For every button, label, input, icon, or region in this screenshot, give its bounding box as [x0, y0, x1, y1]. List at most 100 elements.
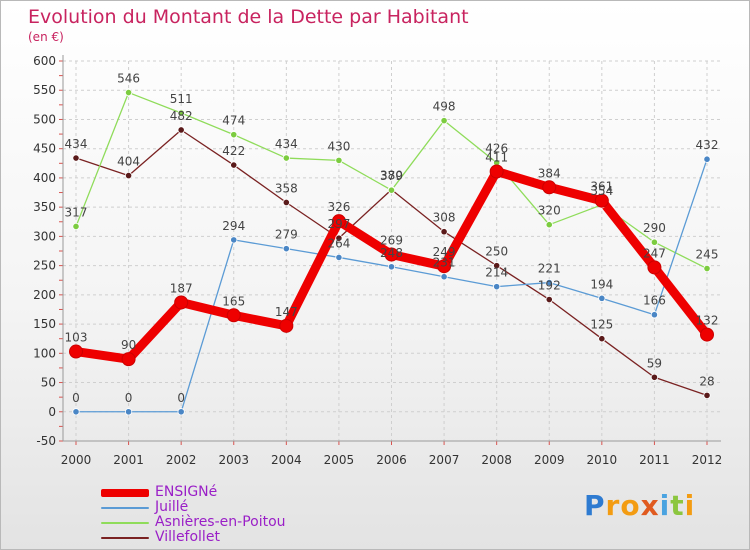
series-point-2 [387, 186, 396, 194]
logo-letter: o [620, 489, 641, 522]
data-label: 361 [590, 180, 613, 194]
legend-label: Villefollet [155, 529, 220, 545]
data-label: 430 [327, 139, 350, 153]
series-point-3 [282, 198, 290, 207]
data-label: 90 [121, 338, 136, 352]
data-label: 358 [275, 181, 298, 195]
data-label: 511 [170, 92, 193, 106]
series-point-0 [279, 318, 294, 333]
logo-letter: i [659, 489, 671, 522]
data-label: 187 [170, 281, 193, 295]
series-point-0 [437, 259, 452, 274]
x-tick-label: 2010 [587, 453, 618, 467]
data-label: 132 [696, 314, 719, 328]
legend-item-ensigne[interactable]: ENSIGNé [101, 485, 286, 500]
y-tick-label: 550 [33, 83, 56, 97]
series-point-1 [703, 155, 711, 163]
data-label: 250 [485, 245, 508, 259]
grid [63, 60, 721, 442]
x-tick-label: 2003 [218, 453, 249, 467]
data-label: 247 [643, 246, 666, 260]
series-point-1 [282, 245, 290, 253]
data-label: 434 [275, 137, 298, 151]
data-label: 290 [643, 221, 666, 235]
x-tick-label: 2001 [113, 453, 144, 467]
legend-swatch [101, 488, 149, 497]
series-point-2 [72, 222, 80, 231]
series-point-2 [282, 154, 290, 162]
data-labels: 103 90 187 165 147 326 269 249 411 384 361 247 132 0 0… [65, 72, 719, 405]
data-label: 0 [125, 391, 133, 405]
x-tick-label: 2009 [534, 453, 565, 467]
data-label: 214 [485, 266, 508, 280]
y-tick-label: 200 [33, 288, 56, 302]
series-point-1 [177, 408, 185, 416]
x-tick-label: 2008 [481, 453, 512, 467]
data-label: 432 [696, 138, 719, 152]
data-label: 166 [643, 294, 666, 308]
series-point-0 [226, 308, 241, 323]
series-point-3 [440, 228, 448, 236]
legend-item-asnieres[interactable]: Asnières-en-Poitou [101, 515, 286, 530]
y-tick-label: 0 [48, 405, 56, 419]
series-point-3 [230, 161, 238, 169]
x-tick-label: 2000 [61, 453, 92, 467]
series-point-3 [72, 154, 80, 162]
series-point-3 [650, 373, 659, 381]
series-point-0 [542, 180, 557, 195]
data-label: 147 [275, 305, 298, 319]
data-label: 474 [222, 114, 245, 128]
x-tick-label: 2005 [324, 453, 355, 467]
data-label: 404 [117, 155, 140, 169]
data-label: 103 [65, 331, 88, 345]
x-tick-label: 2012 [692, 453, 723, 467]
legend: ENSIGNé Juillé Asnières-en-Poitou Villef… [101, 485, 286, 545]
y-tick-label: 500 [33, 112, 56, 126]
y-tick-label: 300 [33, 229, 56, 243]
x-tick-label: 2007 [429, 453, 460, 467]
data-label: 269 [380, 234, 403, 248]
series-point-3 [598, 335, 606, 343]
data-label: 28 [699, 374, 714, 388]
series-point-2 [230, 131, 238, 139]
legend-item-villefollet[interactable]: Villefollet [101, 530, 286, 545]
legend-swatch [101, 536, 149, 539]
legend-swatch [101, 506, 149, 509]
series-point-2 [650, 238, 659, 246]
series-point-2 [440, 117, 448, 125]
series-point-2 [177, 109, 185, 117]
logo-letter: r [605, 489, 621, 522]
data-label: 354 [590, 184, 613, 198]
legend-label: Juillé [155, 499, 189, 515]
series-point-0 [594, 193, 609, 208]
x-tick-label: 2004 [271, 453, 302, 467]
data-label: 482 [170, 109, 193, 123]
data-label: 245 [696, 248, 719, 262]
legend-item-juille[interactable]: Juillé [101, 500, 286, 515]
series-point-0 [69, 344, 83, 359]
series-point-2 [545, 221, 553, 229]
y-tick-label: 50 [41, 376, 56, 390]
logo-letter: x [640, 489, 660, 522]
data-label: 546 [117, 72, 140, 86]
chart-title: Evolution du Montant de la Dette par Hab… [28, 6, 469, 28]
series-point-1 [230, 236, 238, 244]
data-label: 248 [380, 246, 403, 260]
data-label: 326 [327, 200, 350, 214]
series-point-1 [650, 311, 659, 319]
series-point-1 [493, 283, 501, 291]
data-label: 422 [222, 144, 245, 158]
logo-letter: t [670, 489, 685, 522]
data-label: 498 [433, 100, 456, 114]
data-label: 317 [65, 205, 88, 219]
series-point-0 [647, 260, 662, 275]
series-point-0 [121, 352, 136, 367]
legend-label: Asnières-en-Poitou [155, 514, 286, 530]
y-tick-label: 350 [33, 200, 56, 214]
data-label: 279 [275, 228, 298, 242]
data-label: 231 [433, 256, 456, 270]
data-label: 297 [327, 217, 350, 231]
series-point-3 [703, 391, 711, 399]
